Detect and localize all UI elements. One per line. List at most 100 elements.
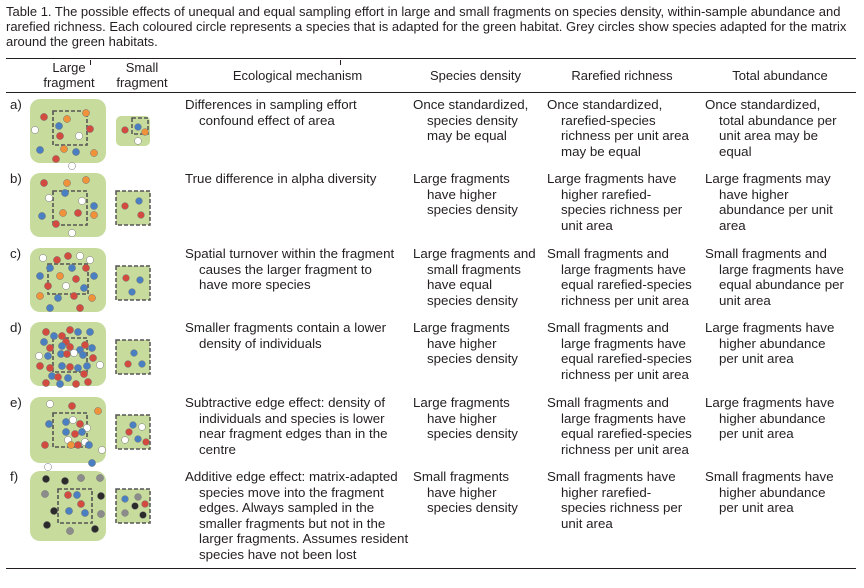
species-dot-black [61, 477, 69, 485]
species-dot-white [83, 424, 91, 432]
small-fragment-shape [116, 191, 150, 225]
cell-line: rarefied-species [561, 112, 656, 128]
sampling-quadrat [131, 117, 149, 135]
small-fragment-shape [116, 116, 150, 146]
species-dot-blue [136, 276, 144, 284]
species-dot-blue [121, 495, 129, 503]
abundance-cell: Large fragments have higher abundance per … [705, 320, 834, 367]
species-dot-orange [60, 145, 68, 153]
cell-line: large fragments have [561, 410, 686, 426]
cell-line: Large fragments [413, 320, 510, 335]
species-dot-blue [61, 189, 69, 197]
cell-line: area [719, 217, 746, 233]
species-dot-red [42, 379, 50, 387]
density-cell: Large fragments have higher species densit… [413, 320, 518, 367]
species-dot-blue [74, 328, 82, 336]
species-dot-black [50, 507, 58, 515]
species-dot-white [86, 256, 94, 264]
cell-line: Large fragments have [547, 171, 677, 186]
cell-line: equal [719, 143, 752, 159]
species-dot-orange [63, 115, 71, 123]
cell-line: equal rarefied-species [561, 277, 692, 293]
species-dot-white [96, 361, 104, 369]
small-fragment-diagram [115, 339, 151, 375]
species-dot-red [63, 350, 71, 358]
species-dot-red [86, 125, 94, 133]
species-dot-blue [55, 122, 63, 130]
cell-line: may be equal [561, 143, 641, 159]
species-dot-red [68, 402, 76, 410]
species-dot-red [40, 179, 48, 187]
density-cell: Large fragments and small fragments have e… [413, 246, 536, 308]
species-dot-white [98, 446, 106, 454]
large-fragment-diagram [30, 322, 106, 388]
cell-line: species density [427, 202, 518, 218]
abundance-cell: Large fragments have higher abundance per … [705, 395, 834, 442]
species-dot-grey [134, 493, 142, 501]
species-dot-orange [94, 407, 102, 415]
row-label: d) [10, 320, 22, 335]
species-dot-red [56, 132, 64, 140]
density-cell: Small fragments have higher species densit… [413, 469, 518, 516]
species-dot-white [68, 162, 76, 170]
species-dot-blue [64, 374, 72, 382]
cell-line: Smaller fragments contain a lower [185, 320, 387, 335]
large-fragment-diagram [30, 471, 106, 541]
species-dot-black [91, 525, 99, 533]
species-dot-red [84, 378, 92, 386]
large-fragment-diagram [30, 99, 106, 170]
row-label: c) [10, 246, 22, 261]
sampling-quadrat [57, 488, 93, 524]
species-dot-orange [67, 441, 75, 449]
cell-line: have more species [199, 277, 311, 293]
cell-line: small fragments [427, 261, 521, 277]
cell-line: Subtractive edge effect: density of [185, 395, 386, 410]
density-cell: Large fragments have higher species densit… [413, 395, 518, 442]
cell-line: causes the larger fragment to [199, 261, 372, 277]
species-dot-red [52, 155, 60, 163]
cell-line: unit area may be [719, 128, 819, 144]
large-fragment-diagram [30, 248, 106, 312]
cell-line: equal abundance per [719, 277, 844, 293]
species-dot-red [72, 380, 80, 388]
cell-line: unit area [719, 292, 771, 308]
species-dot-blue [54, 294, 62, 302]
cell-line: have higher [427, 186, 497, 202]
species-dot-red [82, 264, 90, 272]
species-dot-red [66, 326, 74, 334]
species-dot-red [141, 500, 149, 508]
small-fragment-diagram [115, 488, 151, 524]
species-dot-red [53, 256, 61, 264]
species-dot-blue [138, 360, 146, 368]
cell-line: large fragments have [561, 261, 686, 277]
sampling-quadrat [115, 339, 151, 375]
species-dot-red [66, 343, 74, 351]
richness-cell: Small fragments have higher rarefied-spec… [547, 469, 682, 531]
species-dot-red [41, 441, 49, 449]
cell-line: species have not been lost [199, 546, 357, 562]
species-dot-black [131, 502, 139, 510]
species-dot-red [64, 491, 72, 499]
species-dot-red [142, 438, 150, 446]
cell-line: species richness per [561, 500, 683, 516]
cell-line: richness per unit area [561, 441, 689, 457]
species-dot-white [76, 252, 84, 260]
species-dot-orange [90, 211, 98, 219]
sampling-quadrat [115, 414, 151, 450]
species-dot-red [40, 113, 48, 121]
cell-line: Once standardized, [413, 97, 529, 112]
species-dot-red [42, 328, 50, 336]
large-fragment-diagram [30, 397, 106, 471]
species-dot-red [54, 373, 62, 381]
cell-line: have higher [427, 335, 497, 351]
cell-line: have higher [719, 186, 789, 202]
cell-line: total abundance per [719, 112, 837, 128]
density-cell: Once standardized, species density may be … [413, 97, 528, 144]
species-dot-white [134, 137, 142, 145]
species-dot-black [97, 492, 105, 500]
species-dot-white [138, 423, 146, 431]
cell-line: higher abundance [719, 335, 826, 351]
species-dot-blue [78, 428, 86, 436]
species-dot-orange [141, 128, 149, 136]
richness-cell: Small fragments and large fragments have e… [547, 395, 692, 457]
